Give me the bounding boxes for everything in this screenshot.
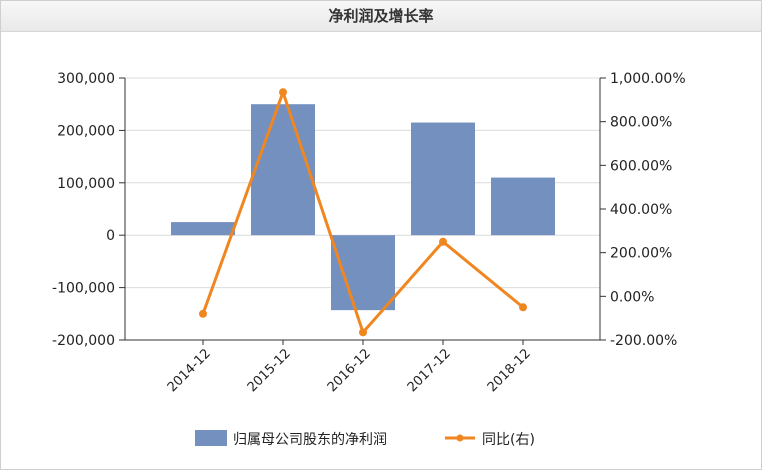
legend-line-label: 同比(右) bbox=[482, 432, 535, 448]
bar bbox=[171, 222, 235, 236]
legend-line-marker bbox=[456, 434, 464, 442]
x-axis-tick-label: 2016-12 bbox=[325, 346, 374, 395]
line-point bbox=[359, 328, 367, 337]
left-axis-tick-label: -100,000 bbox=[52, 281, 115, 297]
x-axis-tick-label: 2017-12 bbox=[405, 346, 454, 395]
line-point bbox=[199, 309, 207, 318]
left-axis-tick-label: -200,000 bbox=[52, 333, 115, 349]
right-axis-tick-label: 200.00% bbox=[610, 246, 672, 262]
bar bbox=[251, 104, 315, 236]
x-axis-tick-label: 2015-12 bbox=[245, 346, 294, 395]
left-axis-tick-label: 0 bbox=[106, 228, 115, 244]
bar bbox=[331, 235, 395, 311]
right-axis-tick-label: 600.00% bbox=[610, 158, 672, 174]
left-axis-tick-label: 200,000 bbox=[57, 123, 115, 139]
legend-bar-swatch bbox=[195, 430, 227, 446]
left-axis-tick-label: 300,000 bbox=[57, 71, 115, 87]
bar bbox=[411, 122, 475, 236]
x-axis-tick-label: 2018-12 bbox=[485, 346, 534, 395]
right-axis-tick-label: -200.00% bbox=[610, 333, 677, 349]
right-axis-tick-label: 400.00% bbox=[610, 202, 672, 218]
right-axis-tick-label: 1,000.00% bbox=[610, 71, 686, 87]
line-point bbox=[439, 237, 447, 246]
chart-title: 净利润及增长率 bbox=[1, 1, 761, 32]
line-point bbox=[279, 88, 287, 97]
x-axis-tick-label: 2014-12 bbox=[165, 346, 214, 395]
bar bbox=[491, 177, 555, 236]
legend-bar-label: 归属母公司股东的净利润 bbox=[233, 431, 387, 448]
line-point bbox=[519, 303, 527, 312]
right-axis-tick-label: 0.00% bbox=[610, 289, 654, 305]
left-axis-tick-label: 100,000 bbox=[57, 176, 115, 192]
right-axis-tick-label: 800.00% bbox=[610, 115, 672, 131]
